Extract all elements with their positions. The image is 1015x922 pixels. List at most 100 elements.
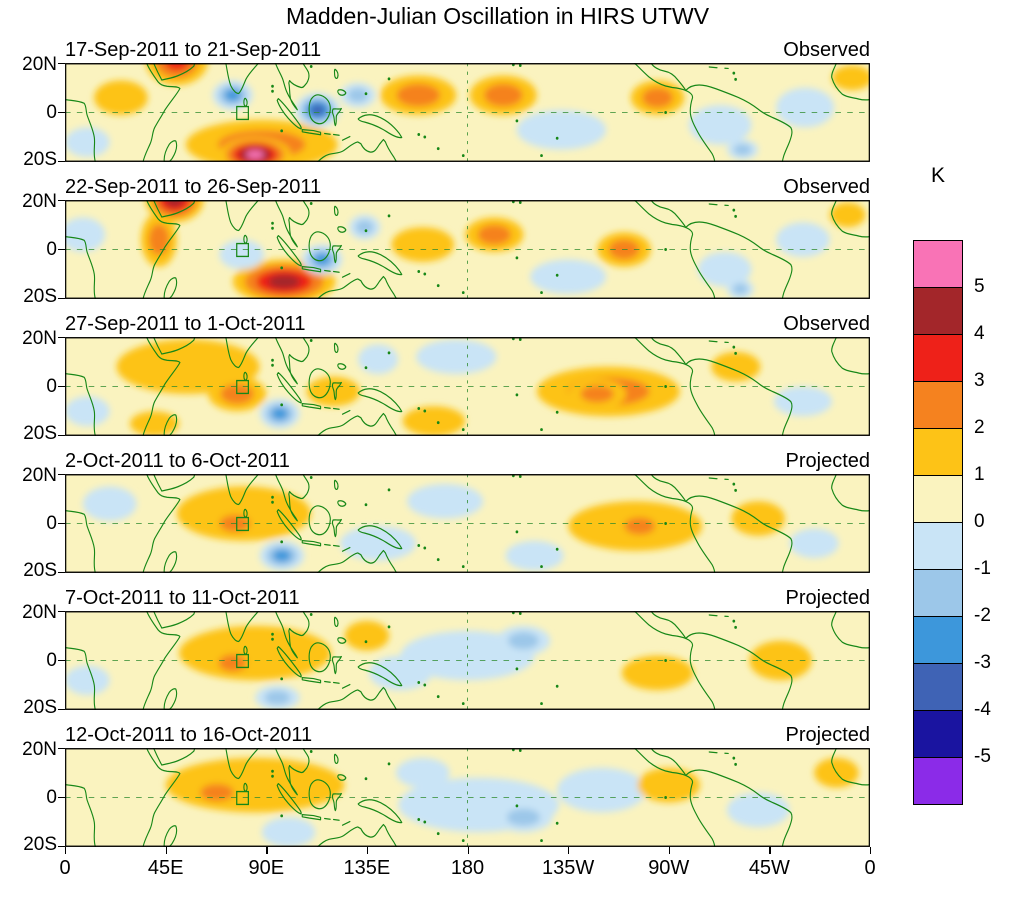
colorbar-swatch [914,617,962,664]
colorbar-tick-label: -1 [974,558,991,579]
panels-container: 17-Sep-2011 to 21-Sep-2011 Observed 20N 0 20… [22,36,870,858]
x-tick-label: 135W [542,857,595,879]
y-tick-label: 20S [23,423,57,444]
panel-tag: Observed [783,39,870,61]
map: 20N 0 20S [22,602,870,718]
y-tick-label: 0 [46,238,57,260]
colorbar-unit-label: K [930,164,945,187]
x-tick [568,847,570,854]
x-tick [769,847,771,854]
x-axis: 0 45E 90E 135E 180 135W 90W 45W 0 [59,847,876,889]
y-tick [58,248,65,251]
map: 20N 0 20S [22,54,870,170]
panel-header: 22-Sep-2011 to 26-Sep-2011 Observed [65,173,870,200]
panel-header: 12-Oct-2011 to 16-Oct-2011 Projected [65,721,870,748]
panel-header: 17-Sep-2011 to 21-Sep-2011 Observed [65,36,870,63]
colorbar [913,240,963,805]
y-tick-label: 0 [46,786,57,808]
y-tick [58,748,65,750]
panel-tag: Projected [785,724,871,746]
x-tick [870,847,872,854]
y-tick [58,297,65,299]
panel-title: 17-Sep-2011 to 21-Sep-2011 [65,39,322,61]
panel: 27-Sep-2011 to 1-Oct-2011 Observed 20N 0 20S [22,310,870,444]
colorbar-swatch [914,382,962,429]
map-svg [65,474,870,573]
x-tick [165,847,167,854]
y-tick-label: 20S [23,697,57,718]
colorbar-swatch [914,523,962,570]
colorbar-tick-label: 4 [974,323,985,344]
panel: 12-Oct-2011 to 16-Oct-2011 Projected 20N 0 2… [22,721,870,855]
y-tick-label: 20N [22,54,57,75]
x-tick-label: 180 [450,857,485,879]
y-tick [58,200,65,202]
map-svg [65,337,870,436]
y-tick [58,522,65,525]
y-tick [58,796,65,799]
x-tick-label: 45W [748,857,790,879]
x-tick-label: 135E [343,857,391,879]
panel-tag: Projected [785,450,871,472]
y-tick [58,434,65,436]
y-tick-label: 0 [46,512,57,534]
x-tick [668,847,671,854]
colorbar-swatch [914,241,962,288]
panel: 7-Oct-2011 to 11-Oct-2011 Projected 20N 0 20… [22,584,870,718]
x-tick-label: 0 [59,857,71,879]
colorbar-tick-label: -2 [974,605,991,626]
y-tick-label: 0 [46,101,57,123]
colorbar-swatch [914,711,962,758]
colorbar-tick-label: 2 [974,417,985,438]
colorbar-tick-label: 1 [974,464,985,485]
panel: 17-Sep-2011 to 21-Sep-2011 Observed 20N 0 20… [22,36,870,170]
panel-title: 22-Sep-2011 to 26-Sep-2011 [65,176,322,198]
panel: 22-Sep-2011 to 26-Sep-2011 Observed 20N 0 20… [22,173,870,307]
map-svg [65,611,870,710]
x-tick-label: 90W [648,857,690,879]
panel-header: 2-Oct-2011 to 6-Oct-2011 Projected [65,447,870,474]
y-tick-label: 0 [46,375,57,397]
y-tick-label: 20N [22,328,57,349]
y-tick [58,160,65,162]
y-tick [58,611,65,613]
colorbar-tick-label: 3 [974,370,985,391]
y-tick-label: 0 [46,649,57,671]
x-tick [366,847,369,854]
y-tick-label: 20N [22,191,57,212]
map: 20N 0 20S [22,328,870,444]
y-tick-label: 20S [23,286,57,307]
x-tick-label: 45E [147,857,184,879]
y-tick-label: 20N [22,602,57,623]
map: 20N 0 20S [22,739,870,855]
panel-tag: Observed [783,176,870,198]
y-tick-label: 20S [23,560,57,581]
x-tick-label: 0 [864,857,876,879]
panel-header: 7-Oct-2011 to 11-Oct-2011 Projected [65,584,870,611]
y-tick [58,474,65,476]
x-tick [266,847,268,854]
map-svg [65,200,870,299]
colorbar-swatch [914,476,962,523]
figure-title: Madden-Julian Oscillation in HIRS UTWV [285,3,710,29]
panel-title: 2-Oct-2011 to 6-Oct-2011 [65,450,290,472]
colorbar-swatch [914,664,962,711]
colorbar-tick-label: 0 [974,511,985,532]
x-tick-label: 90E [248,857,285,879]
colorbar-swatch [914,429,962,476]
y-tick [58,385,65,388]
y-tick [58,571,65,573]
y-tick-label: 20S [23,149,57,170]
y-tick-label: 20S [23,834,57,855]
x-tick [467,847,469,854]
colorbar-swatch [914,570,962,617]
colorbar-swatch [914,288,962,335]
y-tick [58,845,65,847]
y-tick [58,708,65,710]
y-tick-label: 20N [22,739,57,760]
colorbar-swatch [914,335,962,382]
panel-header: 27-Sep-2011 to 1-Oct-2011 Observed [65,310,870,337]
map-svg [65,748,870,847]
map: 20N 0 20S [22,465,870,581]
panel-tag: Observed [783,313,870,335]
